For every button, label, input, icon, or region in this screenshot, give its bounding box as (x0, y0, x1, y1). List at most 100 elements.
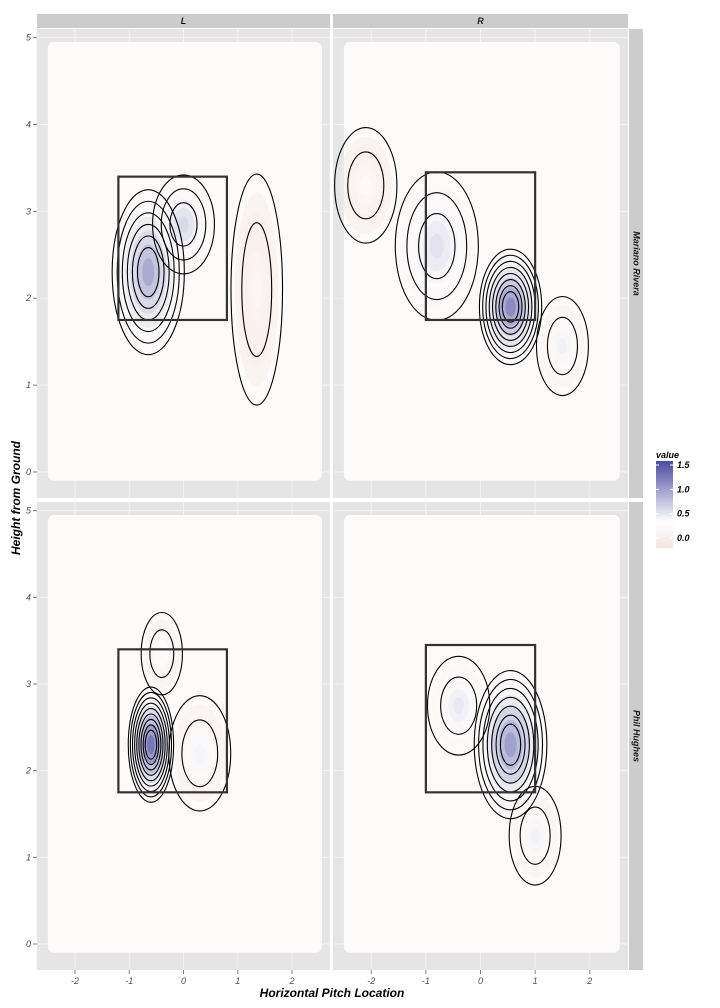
legend-tick-label: 0.0 (677, 533, 690, 543)
contour-line (498, 285, 523, 329)
legend-tick-label: 1.5 (677, 460, 691, 470)
y-tick-label: 1 (26, 852, 31, 862)
density-fill (178, 216, 189, 233)
contour-line (501, 291, 520, 323)
contour-line (129, 691, 173, 798)
density-fill (154, 639, 169, 668)
contour-line (241, 222, 273, 357)
density-fill (504, 732, 517, 758)
density-fill (453, 697, 464, 714)
density-fill (486, 694, 536, 795)
facet-strips: L R Mariano Rivera Phil Hughes (37, 14, 643, 970)
tile-region (47, 42, 322, 481)
contour-line (495, 279, 526, 335)
density-fill (178, 714, 221, 793)
strike-zone-box (117, 648, 229, 794)
x-tick-label: 1 (235, 976, 240, 986)
density-fill (135, 705, 167, 784)
density-fill (544, 312, 580, 380)
contour-line (169, 202, 198, 247)
contour-line (230, 173, 284, 406)
density-fill (189, 733, 211, 773)
density-fill (147, 625, 176, 682)
density-fill (350, 156, 382, 215)
legend-colorbar (656, 461, 673, 548)
contour-line (440, 676, 478, 735)
density-fill (530, 827, 540, 844)
contour-line (181, 719, 219, 788)
contour-line (347, 151, 385, 220)
x-tick-label: -2 (71, 976, 79, 986)
density-fill (173, 704, 226, 802)
strike-zone-box (424, 643, 537, 794)
contour-line (111, 189, 185, 356)
facet-panels (37, 29, 628, 970)
contour-line (136, 247, 160, 298)
y-tick-label: 0 (26, 467, 31, 477)
density-fill (239, 211, 275, 368)
tile-region (343, 42, 620, 481)
contour-line (149, 629, 175, 679)
contour-line (495, 714, 526, 775)
contour-line (144, 729, 158, 760)
panel-phil-hughes-r (333, 502, 628, 970)
strike-zone-box (117, 175, 229, 322)
column-strip (37, 14, 330, 28)
contour-line (535, 295, 589, 397)
density-fill (432, 664, 485, 748)
contour-line (418, 213, 456, 280)
x-tick-label: -1 (125, 976, 133, 986)
y-tick-label: 2 (25, 293, 31, 303)
legend-tick-label: 1.0 (677, 484, 690, 494)
density-fill (484, 258, 537, 356)
contour-line (127, 686, 175, 803)
contour-line (519, 806, 551, 865)
axes: 0 1 2 3 4 5 0 1 2 3 4 5 -2 -1 0 1 2 -2 -1 0 1 2 (25, 33, 592, 986)
density-fill (549, 320, 576, 372)
density-fill (235, 192, 279, 387)
density-fill (500, 287, 522, 327)
row-strip-label: Phil Hughes (632, 710, 642, 762)
density-fill (339, 136, 392, 234)
y-tick-label: 5 (26, 506, 32, 516)
density-fill (558, 337, 567, 355)
density-fill (131, 696, 171, 794)
x-tick-label: 1 (533, 976, 538, 986)
y-tick-label: 5 (26, 33, 32, 43)
legend-title: value (656, 450, 679, 460)
panel-phil-hughes-l (37, 502, 330, 970)
density-fill (429, 233, 444, 259)
density-fill (184, 724, 216, 783)
contour-line (168, 695, 232, 812)
density-fill (526, 819, 544, 853)
strike-zone-box (424, 171, 537, 322)
contour-line (499, 723, 522, 766)
legend-tick-label: 0.5 (677, 509, 691, 519)
contour-line (482, 254, 539, 360)
contour-line (482, 687, 539, 802)
density-fill (344, 146, 387, 225)
density-fill (408, 196, 465, 297)
density-fill (401, 183, 472, 309)
density-fill (142, 258, 155, 287)
density-fill (123, 216, 173, 328)
row-strip (629, 29, 643, 498)
density-fill (479, 682, 542, 808)
y-tick-label: 2 (25, 766, 31, 776)
x-tick-label: 0 (478, 976, 483, 986)
contour-line (142, 724, 160, 766)
y-tick-label: 3 (26, 679, 31, 689)
contour-line (138, 713, 164, 776)
column-strip-label: R (477, 16, 484, 26)
contour-line (140, 718, 162, 771)
contour-line (488, 266, 533, 347)
contour-line (136, 708, 166, 782)
contour-line (160, 188, 207, 261)
contour-line (491, 705, 530, 784)
x-tick-label: 2 (289, 976, 295, 986)
x-tick-label: -2 (367, 976, 375, 986)
density-fill (243, 231, 270, 348)
legend: value 0.0 0.5 1.0 1.5 (656, 450, 691, 548)
contour-line (546, 316, 579, 376)
